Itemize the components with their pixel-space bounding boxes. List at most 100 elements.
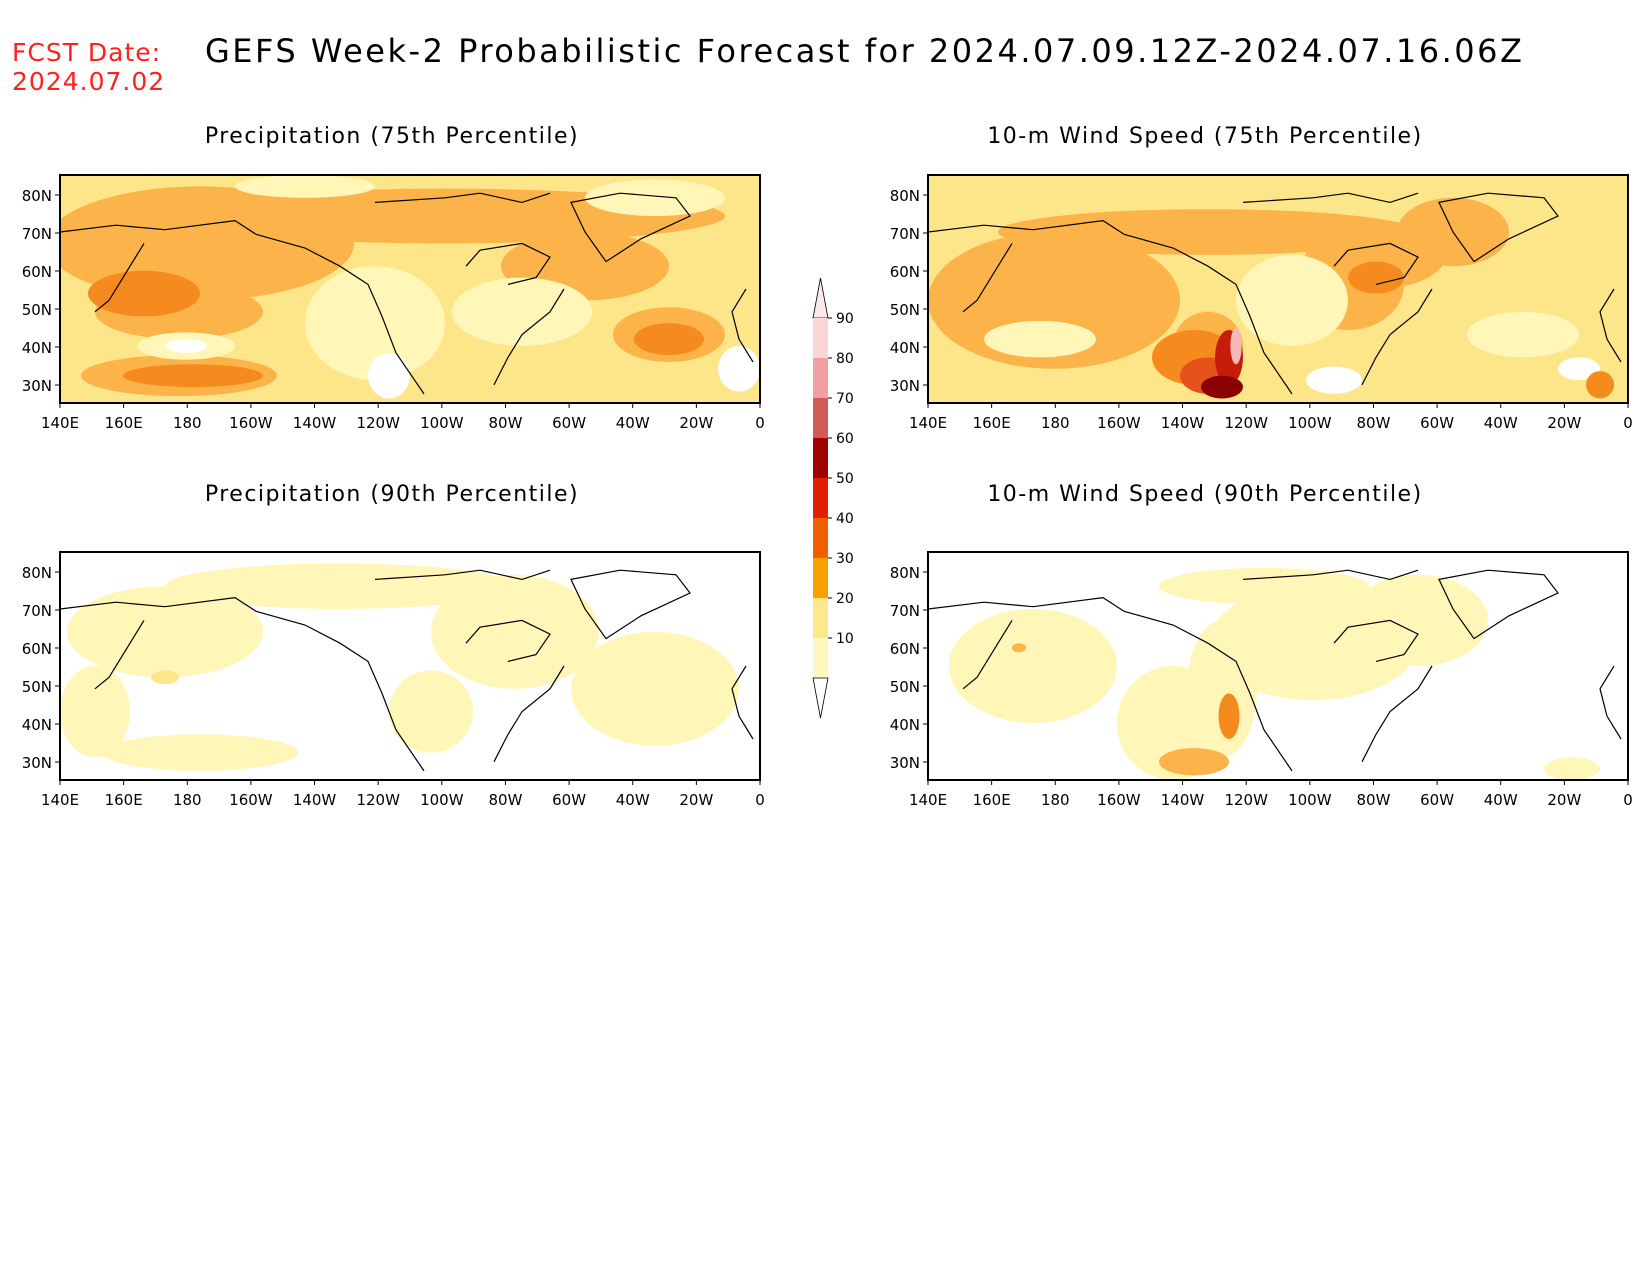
colorbar-segment (813, 638, 828, 678)
coastline (374, 569, 551, 581)
contour-region (718, 346, 760, 392)
colorbar-segment (813, 478, 828, 518)
contour-region (235, 175, 375, 198)
lat-label: 80N (890, 187, 920, 205)
contour-region (1348, 574, 1488, 667)
contour-region (1544, 757, 1600, 780)
map-panel-3 (928, 552, 1628, 780)
lon-label: 160W (229, 414, 273, 432)
lon-label: 100W (1288, 414, 1332, 432)
lat-label: 70N (890, 225, 920, 243)
colorbar-bottom-triangle (812, 677, 829, 719)
contour-region (949, 609, 1117, 723)
contour-region (151, 670, 179, 685)
lon-label: 180 (1041, 791, 1070, 809)
lon-label: 80W (1356, 414, 1390, 432)
colorbar-label: 60 (836, 431, 854, 447)
lon-label: 60W (1420, 791, 1454, 809)
lat-label: 60N (890, 263, 920, 281)
contour-region (634, 323, 704, 356)
lat-label: 50N (890, 301, 920, 319)
lat-label: 60N (22, 263, 52, 281)
lon-label: 160E (105, 791, 143, 809)
lat-label: 60N (22, 640, 52, 658)
lat-label: 70N (22, 602, 52, 620)
lon-label: 20W (1547, 791, 1581, 809)
lat-label: 50N (890, 678, 920, 696)
lon-label: 160W (1097, 414, 1141, 432)
lon-label: 0 (1623, 414, 1633, 432)
lon-label: 20W (679, 414, 713, 432)
colorbar-label: 50 (836, 471, 854, 487)
contour-region (1218, 693, 1240, 739)
contour-region (984, 320, 1096, 358)
colorbar-label: 40 (836, 511, 854, 527)
coastline (928, 219, 1125, 235)
lat-label: 30N (890, 377, 920, 395)
map-frame (59, 551, 761, 781)
colorbar-segment (813, 318, 828, 358)
lon-label: 0 (755, 791, 765, 809)
lat-label: 70N (22, 225, 52, 243)
coastline (255, 610, 425, 772)
colorbar-segment (813, 398, 828, 438)
lat-label: 40N (890, 716, 920, 734)
lon-label: 100W (420, 414, 464, 432)
coastline (374, 192, 551, 204)
coastline (465, 619, 551, 662)
contour-region (389, 670, 473, 753)
lon-label: 20W (679, 791, 713, 809)
lon-label: 120W (1224, 414, 1268, 432)
map-panel-2 (60, 552, 760, 780)
contour-region (571, 631, 739, 746)
colorbar-label: 30 (836, 551, 854, 567)
map-frame (927, 174, 1629, 404)
page-title: GEFS Week-2 Probabilistic Forecast for 2… (205, 32, 1525, 70)
contour-region (1201, 375, 1243, 399)
colorbar-label: 70 (836, 391, 854, 407)
contour-region (1558, 357, 1600, 381)
coastline (1438, 192, 1559, 263)
contour-region (1236, 254, 1348, 346)
contour-region (1467, 311, 1579, 358)
lon-label: 160E (105, 414, 143, 432)
coastline (493, 665, 565, 763)
coastline (255, 233, 425, 395)
lon-label: 180 (173, 791, 202, 809)
colorbar-label: 80 (836, 351, 854, 367)
panel-title-wind-75: 10-m Wind Speed (75th Percentile) (987, 124, 1423, 149)
lon-label: 180 (1041, 414, 1070, 432)
colorbar-label: 90 (836, 311, 854, 327)
coastline (94, 243, 145, 313)
lon-label: 140E (909, 414, 947, 432)
lon-label: 140W (293, 414, 337, 432)
coastline (731, 288, 754, 363)
colorbar-label: 20 (836, 591, 854, 607)
coastline (94, 620, 145, 690)
coastline (962, 243, 1013, 313)
lat-label: 30N (22, 377, 52, 395)
contour-region (123, 364, 263, 388)
contour-region (1012, 643, 1026, 653)
lon-label: 40W (1484, 791, 1518, 809)
lat-label: 40N (22, 339, 52, 357)
colorbar-segment (813, 438, 828, 478)
lon-label: 60W (1420, 414, 1454, 432)
lon-label: 140W (1161, 791, 1205, 809)
contour-region (165, 563, 515, 609)
contour-region (88, 270, 200, 317)
colorbar-segment (813, 598, 828, 638)
lon-label: 160E (973, 791, 1011, 809)
lat-label: 30N (890, 754, 920, 772)
lon-label: 120W (356, 791, 400, 809)
colorbar-segment (813, 558, 828, 598)
coastline (493, 288, 565, 386)
coastline (1438, 569, 1559, 640)
fcst-date: 2024.07.02 (12, 67, 166, 96)
contour-region (165, 188, 725, 244)
lon-label: 40W (616, 414, 650, 432)
contour-region (102, 734, 298, 771)
contour-region (165, 339, 207, 353)
lat-label: 30N (22, 754, 52, 772)
coastline (928, 596, 1125, 612)
